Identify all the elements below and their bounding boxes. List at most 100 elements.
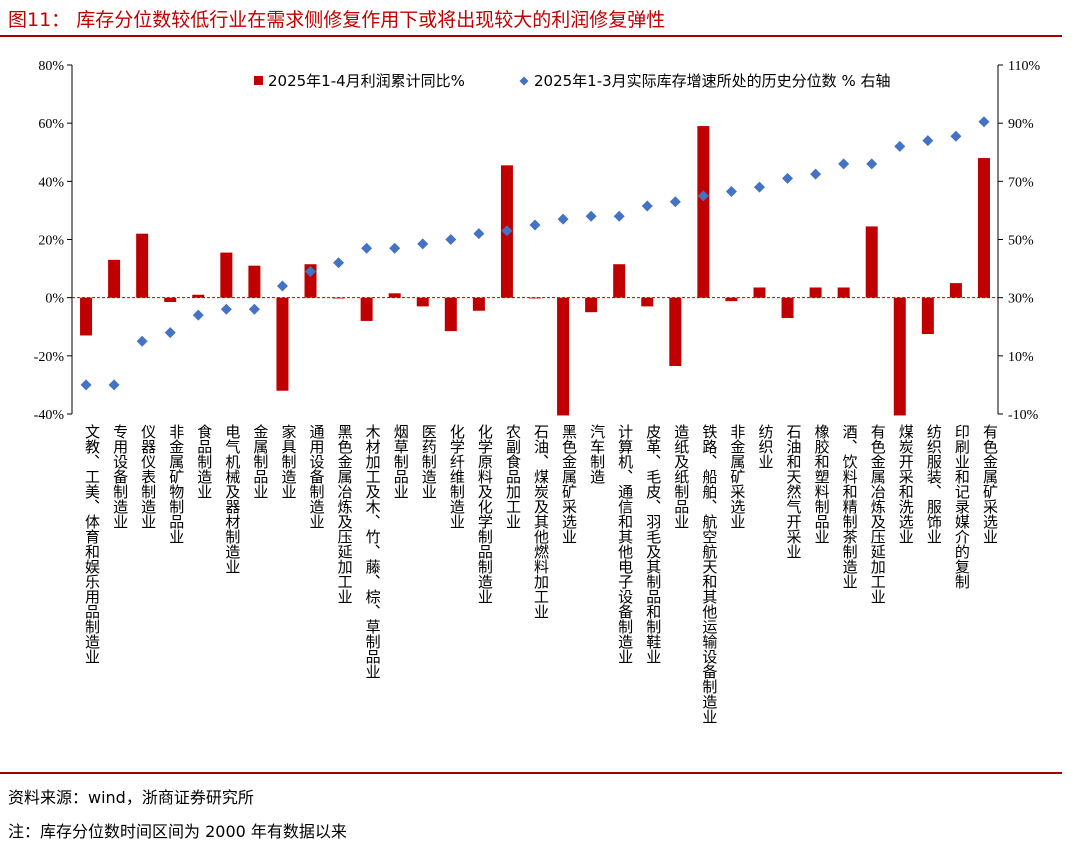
footer-divider [0, 772, 1062, 774]
profit-bar [921, 297, 934, 335]
title-divider [0, 35, 1062, 37]
category-label: 通用设备制造业 [308, 424, 326, 529]
category-label: 橡胶和塑料制品业 [813, 424, 831, 544]
category-label: 家具制造业 [279, 424, 297, 499]
inventory-percentile-point [866, 158, 878, 170]
category-label: 医药制造业 [420, 424, 438, 499]
profit-bar [332, 297, 345, 299]
inventory-percentile-point [950, 130, 962, 142]
profit-bar [248, 265, 261, 298]
legend-bar-label: 2025年1-4月利润累计同比% [268, 72, 465, 90]
inventory-percentile-point [557, 213, 569, 225]
right-axis-tick-label: 90% [1008, 117, 1034, 132]
left-axis-tick-label: 80% [38, 59, 64, 74]
profit-bar [585, 297, 598, 313]
left-axis-tick-label: 40% [38, 175, 64, 190]
profit-bar [893, 297, 906, 416]
inventory-percentile-point [978, 116, 990, 128]
inventory-percentile-point [585, 210, 597, 222]
profit-bar [80, 297, 93, 336]
inventory-percentile-point [838, 158, 850, 170]
inventory-percentile-point [669, 196, 681, 208]
category-label: 化学原料及化学制品制造业 [476, 424, 494, 604]
profit-bar [949, 283, 962, 298]
left-axis-tick-label: 60% [38, 117, 64, 132]
category-label: 黑色金属冶炼及压延加工业 [336, 424, 354, 604]
category-label: 仪器仪表制造业 [139, 424, 157, 529]
category-label: 农副食品加工业 [504, 424, 522, 529]
right-axis-tick-label: 110% [1008, 59, 1040, 74]
inventory-percentile-point [501, 225, 513, 237]
left-axis-tick-label: -40% [34, 408, 65, 423]
profit-bar [753, 287, 766, 298]
category-label: 酒、饮料和精制茶制造业 [841, 424, 859, 589]
category-label: 黑色金属矿采选业 [560, 424, 578, 544]
category-label: 汽车制造 [588, 424, 606, 485]
category-label: 专用设备制造业 [111, 424, 129, 529]
category-label: 造纸及纸制品业 [672, 424, 690, 529]
category-label: 电气机械及器材制造业 [223, 424, 241, 574]
category-label: 纺织业 [756, 424, 774, 469]
category-label: 食品制造业 [195, 424, 213, 499]
chart-area: 80% 60% 40% 20% 0% -20% -40% 110% 90% 70% 50% 30% 10… [34, 59, 1041, 724]
inventory-percentile-point [473, 228, 485, 240]
inventory-percentile-point [136, 335, 148, 347]
remark-note: 注：库存分位数时间区间为 2000 年有数据以来 [8, 822, 347, 841]
left-axis-tick-label: -20% [34, 350, 65, 365]
right-axis-tick-label: 30% [1008, 292, 1034, 307]
category-label: 非金属矿采选业 [728, 424, 746, 529]
inventory-percentile-point [305, 265, 317, 277]
category-label: 烟草制品业 [392, 424, 410, 499]
inventory-percentile-point [810, 168, 822, 180]
inventory-percentile-point [922, 135, 934, 147]
inventory-percentile-point [164, 327, 176, 339]
profit-bar [472, 297, 485, 311]
inventory-percentile-point [417, 238, 429, 250]
profit-bar [529, 297, 541, 299]
profit-bar [669, 297, 682, 367]
legend-diamond-swatch [519, 76, 529, 86]
inventory-percentile-point [725, 186, 737, 198]
category-label: 有色金属矿采选业 [981, 424, 999, 544]
inventory-percentile-point [333, 257, 345, 269]
inventory-percentile-point [80, 379, 92, 391]
inventory-percentile-point [276, 280, 288, 292]
profit-bar [360, 297, 373, 321]
profit-bar [837, 287, 850, 298]
profit-bar [388, 293, 401, 298]
category-label: 煤炭开采和洗选业 [897, 424, 915, 544]
profit-bar [444, 297, 457, 332]
inventory-percentile-point [753, 181, 765, 193]
category-label: 木材加工及木、竹、藤、棕、草制品业 [364, 424, 382, 679]
category-label: 有色金属冶炼及压延加工业 [869, 424, 887, 604]
legend-diamond-label: 2025年1-3月实际库存增速所处的历史分位数 % 右轴 [534, 72, 890, 90]
inventory-percentile-point [445, 234, 457, 245]
category-label: 化学纤维制造业 [448, 424, 466, 529]
profit-bar [557, 297, 570, 416]
category-label: 印刷业和记录媒介的复制 [953, 424, 971, 589]
source-note: 资料来源：wind，浙商证券研究所 [8, 788, 254, 807]
profit-bar [416, 297, 429, 307]
inventory-percentile-point [248, 303, 260, 315]
profit-bar [276, 297, 289, 391]
category-label: 计算机、通信和其他电子设备制造业 [616, 424, 634, 664]
figure-title: 图11： 库存分位数较低行业在需求侧修复作用下或将出现较大的利润修复弹性 [8, 9, 666, 31]
profit-bar [613, 264, 626, 298]
legend-bar-swatch [254, 76, 263, 85]
category-label: 铁路、船舶、航空航天和其他运输设备制造业 [700, 424, 718, 724]
inventory-percentile-point [389, 242, 401, 254]
category-label: 纺织服装、服饰业 [925, 424, 943, 544]
category-label: 文教、工美、体育和娱乐用品制造业 [83, 424, 101, 664]
left-axis-tick-label: 20% [38, 234, 64, 249]
inventory-percentile-point [361, 242, 373, 254]
profit-bar [136, 233, 149, 298]
inventory-percentile-point [192, 309, 204, 321]
inventory-percentile-point [697, 190, 709, 202]
category-label: 非金属矿物制品业 [167, 424, 185, 544]
profit-bar [641, 297, 654, 307]
profit-bar [865, 226, 878, 298]
profit-bar [781, 297, 794, 319]
inventory-percentile-point [894, 140, 906, 152]
right-axis-tick-label: 50% [1008, 234, 1034, 249]
profit-bar [977, 158, 990, 298]
